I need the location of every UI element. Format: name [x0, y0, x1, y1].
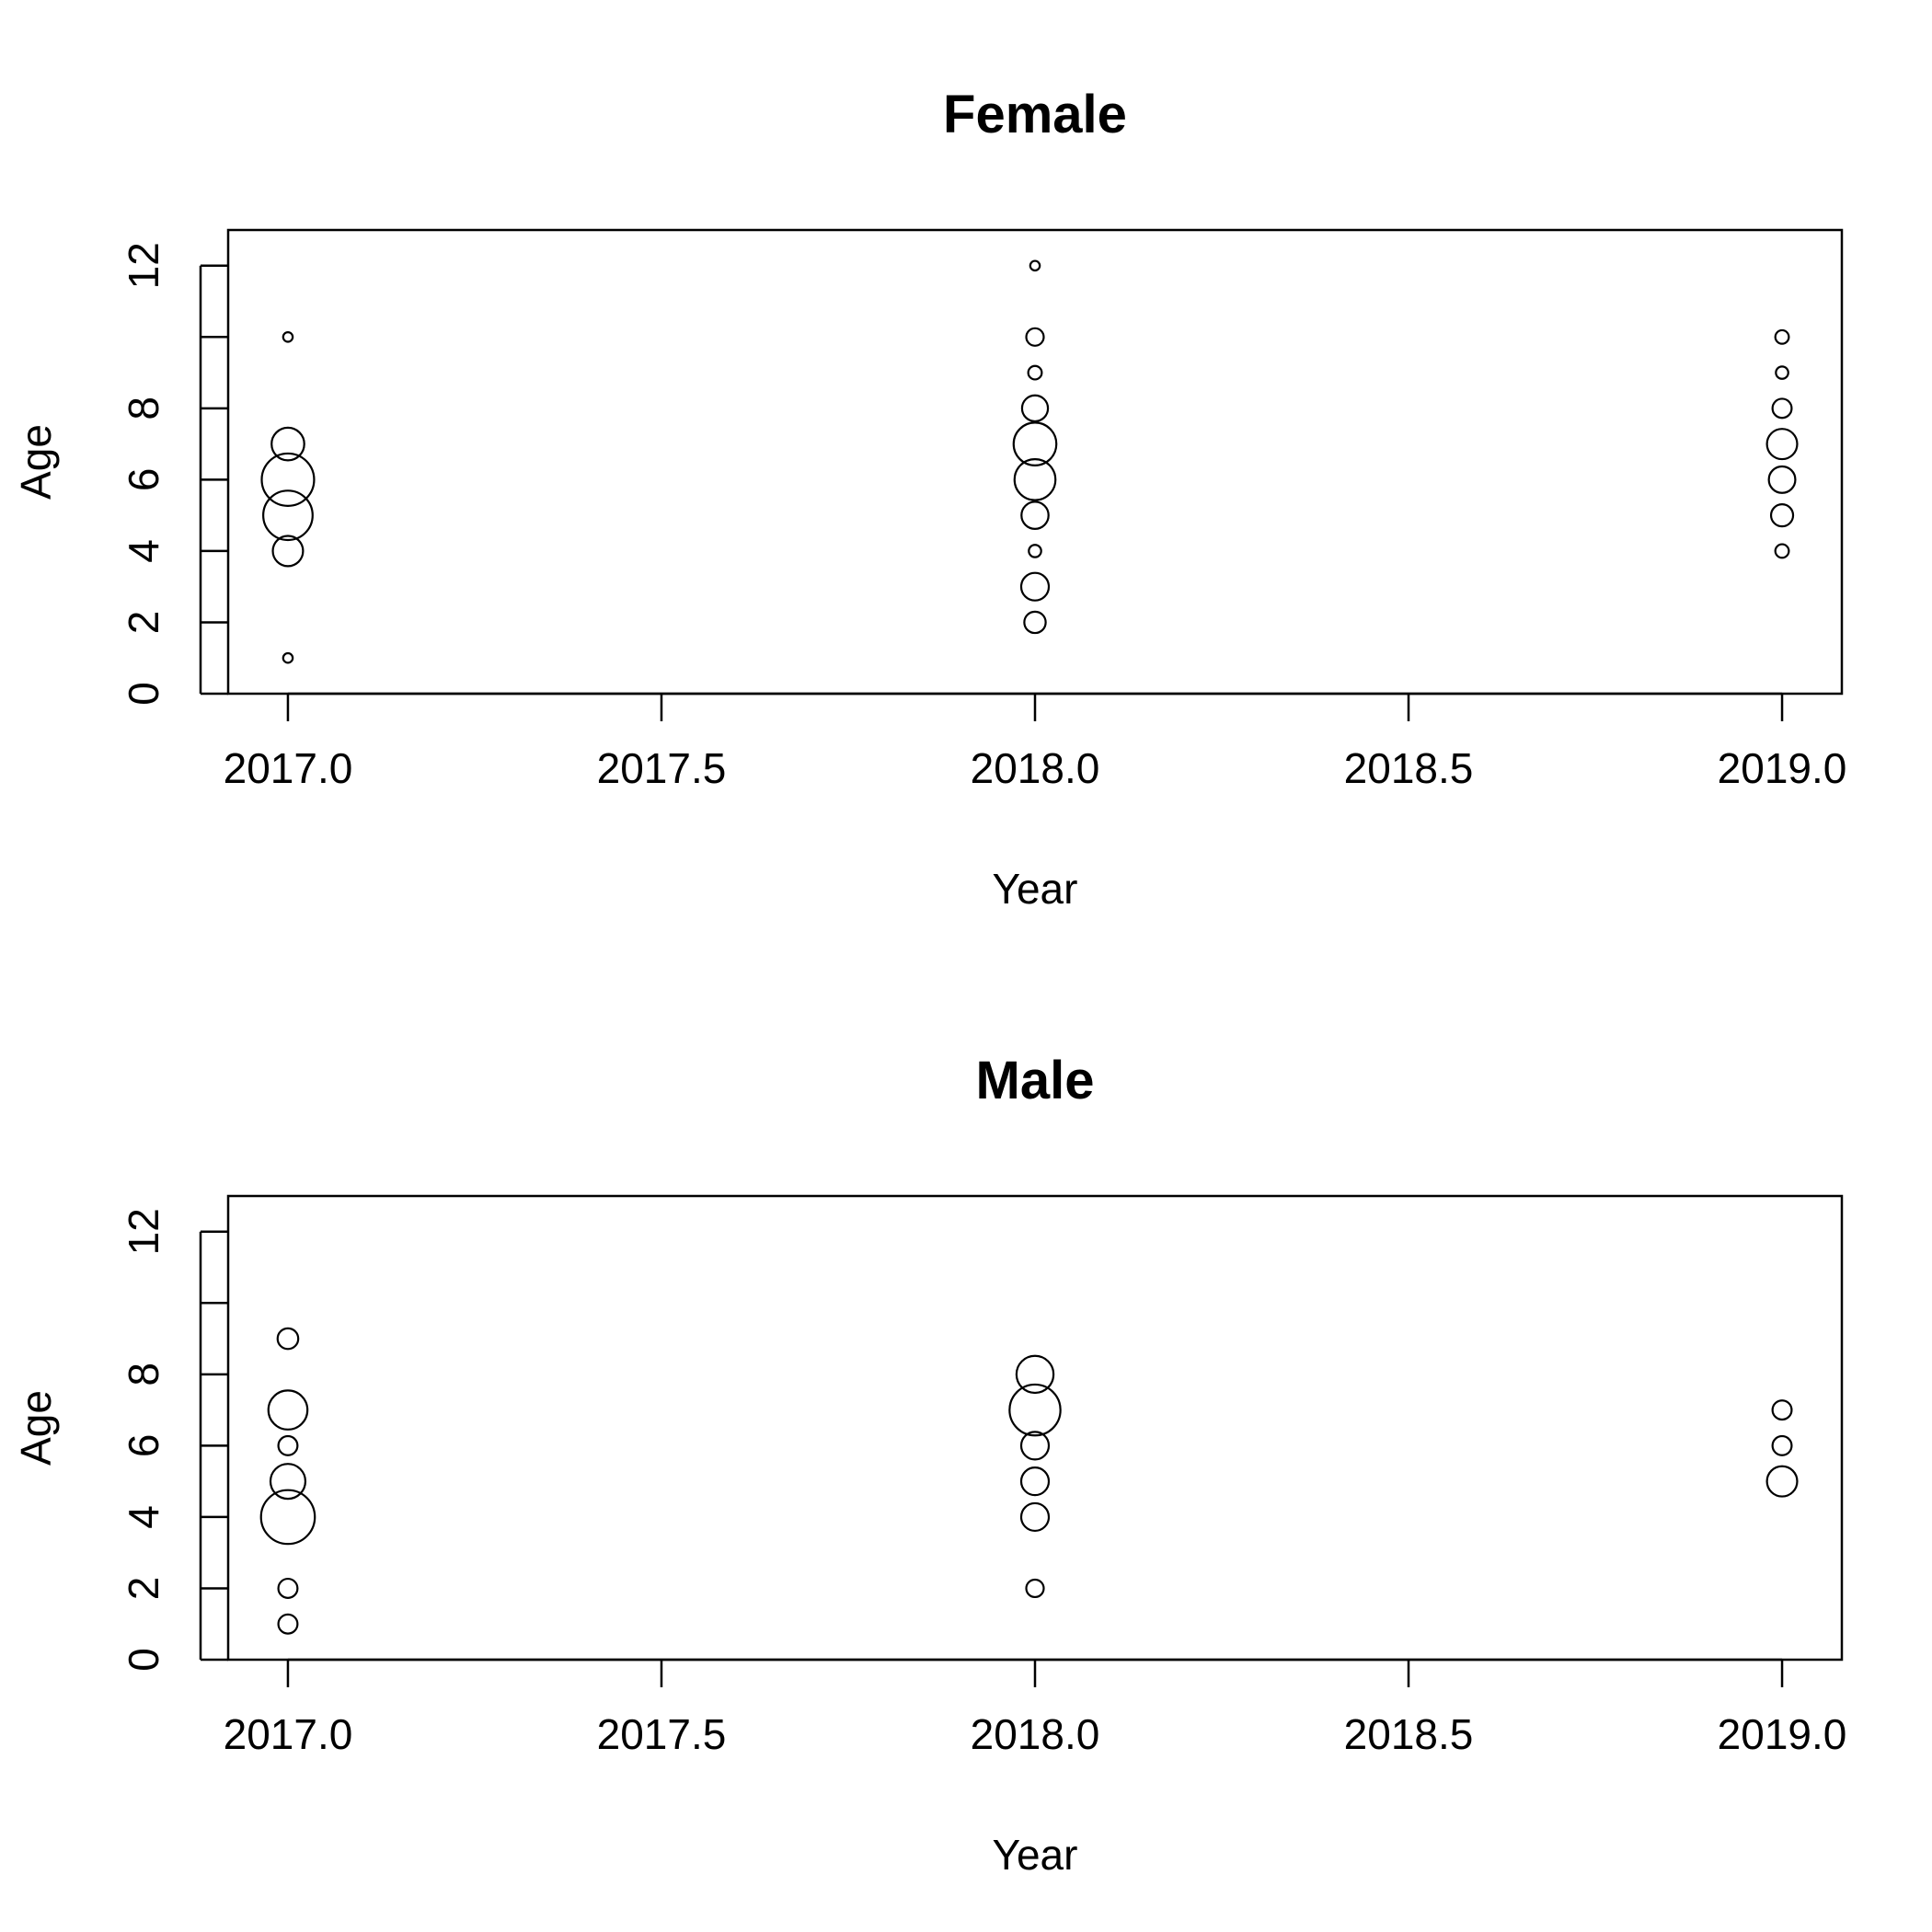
data-bubble [1775, 365, 1789, 380]
x-tick-label: 2017.5 [597, 744, 727, 792]
female-panel: Female 2017.0 2017.5 2018.0 2018.5 2019.0 0 2 4 6… [12, 85, 1847, 913]
data-bubble [1019, 1501, 1051, 1533]
plot-frame [226, 1194, 1844, 1662]
data-bubble [270, 426, 305, 462]
x-tick-label: 2018.0 [971, 744, 1100, 792]
y-tick-label: 2 [120, 611, 167, 635]
x-tick-label: 2019.0 [1718, 1710, 1847, 1758]
y-tick-label: 8 [120, 397, 167, 420]
y-tick-label: 12 [120, 242, 167, 289]
data-bubble [1771, 397, 1793, 420]
data-bubble [1027, 364, 1043, 381]
data-bubble [1019, 571, 1051, 602]
y-tick-label: 0 [120, 1648, 167, 1672]
data-bubble [1012, 421, 1058, 466]
data-bubble [1771, 1399, 1793, 1421]
data-bubble [1769, 503, 1795, 528]
data-bubble [1774, 543, 1790, 559]
y-tick-label: 4 [120, 1505, 167, 1529]
x-tick-label: 2018.0 [971, 1710, 1100, 1758]
data-bubble [1025, 327, 1045, 347]
y-tick-label: 12 [120, 1208, 167, 1255]
data-bubble [267, 1389, 309, 1431]
y-tick-label: 4 [120, 539, 167, 563]
y-tick-label: 2 [120, 1577, 167, 1601]
x-tick-label: 2018.5 [1344, 1710, 1474, 1758]
data-bubble [1019, 1431, 1051, 1461]
x-tick-label: 2018.5 [1344, 744, 1474, 792]
data-bubble [1774, 328, 1790, 345]
x-axis-label: Year [993, 865, 1078, 913]
data-bubble [1013, 458, 1057, 501]
x-tick-label: 2019.0 [1718, 744, 1847, 792]
data-bubble [1019, 1466, 1051, 1497]
chart-title: Male [976, 1051, 1095, 1110]
chart-title: Female [943, 85, 1127, 144]
y-tick-label: 8 [120, 1363, 167, 1386]
female-chart: Female 2017.0 2017.5 2018.0 2018.5 2019.0 0 2 4 6… [12, 85, 1847, 913]
data-bubble [282, 331, 294, 343]
y-tick-label: 6 [120, 1434, 167, 1458]
y-tick-label: 6 [120, 468, 167, 492]
data-bubble [1029, 259, 1041, 272]
data-bubble [262, 489, 314, 542]
data-bubble [1020, 500, 1050, 530]
plot-frame [226, 228, 1844, 696]
data-bubble [277, 1577, 299, 1599]
y-axis-label: Age [12, 1390, 60, 1466]
data-bubble [260, 452, 316, 507]
data-bubble [1765, 1465, 1799, 1498]
x-tick-label: 2017.0 [224, 744, 353, 792]
data-bubble [259, 1489, 316, 1546]
data-bubble [269, 1463, 307, 1501]
data-bubble [282, 651, 294, 664]
data-bubble [1771, 1434, 1793, 1456]
data-bubble [1020, 394, 1050, 423]
y-tick-label: 0 [120, 682, 167, 706]
data-bubble [1767, 465, 1797, 494]
data-bubble [1028, 544, 1042, 558]
y-axis-label: Age [12, 424, 60, 500]
data-bubble [1025, 1578, 1045, 1599]
data-bubble [276, 1327, 300, 1351]
data-bubble [1765, 428, 1799, 461]
data-bubble [1023, 610, 1047, 635]
data-bubble [1008, 1383, 1062, 1437]
male-panel: Male 2017.0 2017.5 2018.0 2018.5 2019.0 0 2 4 6 8 1… [0, 966, 1932, 1932]
data-bubble [1015, 1354, 1055, 1395]
data-bubble [277, 1613, 299, 1635]
x-tick-label: 2017.5 [597, 1710, 727, 1758]
x-axis-label: Year [993, 1831, 1078, 1879]
data-bubble [271, 535, 305, 568]
data-bubble [277, 1434, 299, 1456]
male-chart: Male 2017.0 2017.5 2018.0 2018.5 2019.0 0 2 4 6 8 1… [12, 1051, 1847, 1879]
x-tick-label: 2017.0 [224, 1710, 353, 1758]
